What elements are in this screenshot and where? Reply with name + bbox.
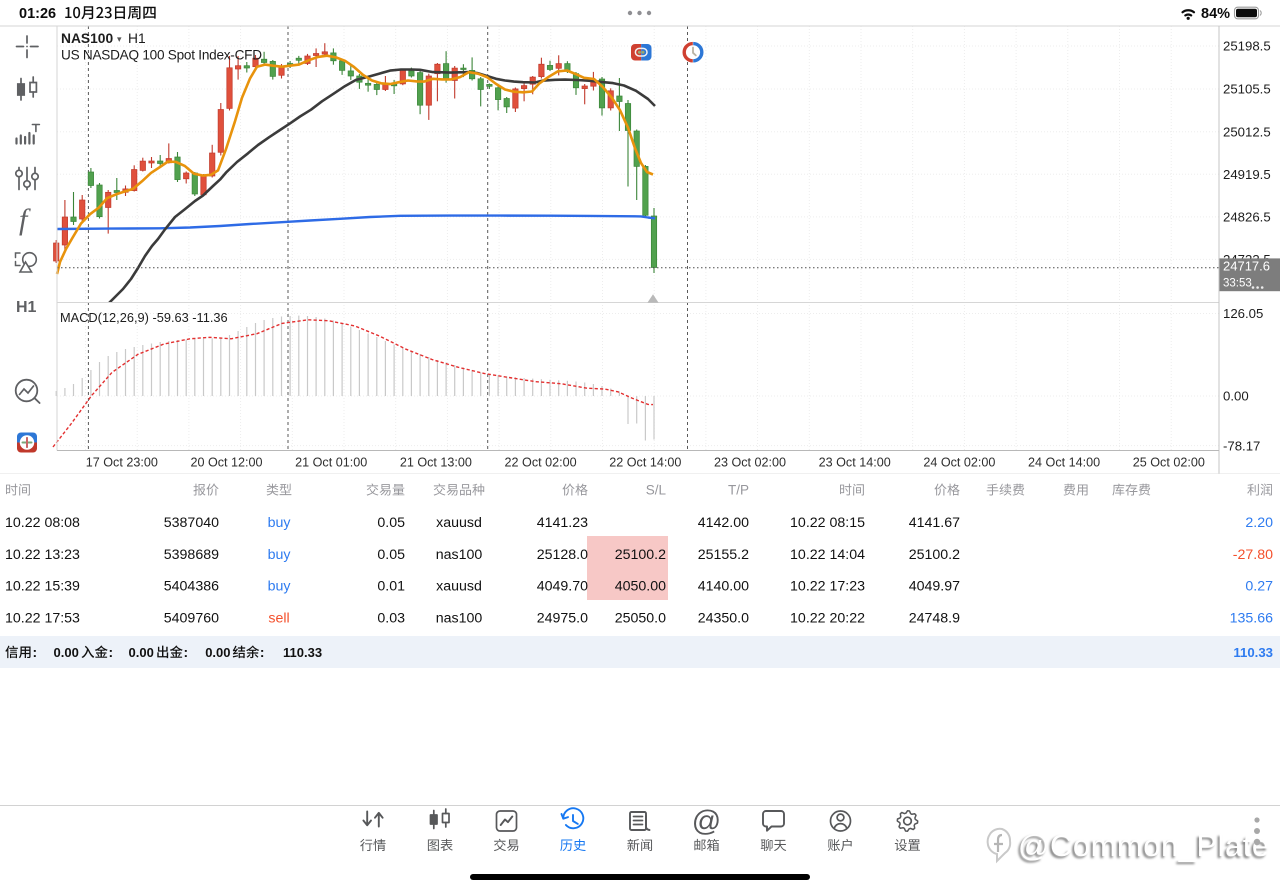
svg-text:0.00: 0.00 <box>129 645 154 660</box>
svg-text:0.00: 0.00 <box>1223 389 1249 404</box>
svg-text:H1: H1 <box>16 299 37 316</box>
svg-text::: : <box>260 645 265 660</box>
svg-text:0.00: 0.00 <box>54 645 79 660</box>
svg-text:24717.6: 24717.6 <box>1223 259 1270 274</box>
svg-text:0.05: 0.05 <box>377 515 405 531</box>
svg-text:25 Oct 02:00: 25 Oct 02:00 <box>1133 456 1205 470</box>
svg-text:10.22 17:53: 10.22 17:53 <box>5 611 80 627</box>
svg-text:25100.2: 25100.2 <box>615 547 666 563</box>
svg-text:25105.5: 25105.5 <box>1223 82 1271 97</box>
svg-text:@: @ <box>692 806 721 838</box>
svg-text:-27.80: -27.80 <box>1233 547 1273 563</box>
svg-text:24826.5: 24826.5 <box>1223 210 1271 225</box>
svg-text:10.22 17:23: 10.22 17:23 <box>790 579 865 595</box>
svg-text:110.33: 110.33 <box>283 645 322 660</box>
svg-text:21 Oct 13:00: 21 Oct 13:00 <box>400 456 472 470</box>
svg-text:xauusd: xauusd <box>436 515 482 531</box>
svg-text:25155.2: 25155.2 <box>698 547 749 563</box>
svg-text:23 Oct 14:00: 23 Oct 14:00 <box>819 456 891 470</box>
svg-text:10.22 20:22: 10.22 20:22 <box>790 611 865 627</box>
svg-text:01:26: 01:26 <box>19 6 56 22</box>
svg-text:5409760: 5409760 <box>164 611 219 627</box>
svg-text:33:53: 33:53 <box>1223 278 1252 290</box>
svg-text:24 Oct 14:00: 24 Oct 14:00 <box>1028 456 1100 470</box>
svg-text:xauusd: xauusd <box>436 579 482 595</box>
svg-text:10.22 08:15: 10.22 08:15 <box>790 515 865 531</box>
svg-text:T/P: T/P <box>728 483 749 498</box>
svg-text:4049.70: 4049.70 <box>537 579 588 595</box>
svg-text:17 Oct 23:00: 17 Oct 23:00 <box>86 456 158 470</box>
svg-text:24748.9: 24748.9 <box>909 611 960 627</box>
svg-text:10.22 13:23: 10.22 13:23 <box>5 547 80 563</box>
svg-text:25012.5: 25012.5 <box>1223 125 1271 140</box>
svg-text:0.27: 0.27 <box>1245 579 1273 595</box>
svg-text::: : <box>184 645 189 660</box>
svg-text::: : <box>33 645 38 660</box>
svg-text:84%: 84% <box>1201 6 1230 22</box>
svg-text:5404386: 5404386 <box>164 579 219 595</box>
svg-text:10.22 08:08: 10.22 08:08 <box>5 515 80 531</box>
svg-text:-78.17: -78.17 <box>1223 438 1260 453</box>
svg-text:4141.23: 4141.23 <box>537 515 588 531</box>
svg-text:22 Oct 02:00: 22 Oct 02:00 <box>505 456 577 470</box>
svg-text:S/L: S/L <box>646 483 667 498</box>
svg-text:4050.00: 4050.00 <box>615 579 666 595</box>
svg-text:25050.0: 25050.0 <box>615 611 666 627</box>
svg-text:24 Oct 02:00: 24 Oct 02:00 <box>923 456 995 470</box>
svg-text:MACD(12,26,9) -59.63 -11.36: MACD(12,26,9) -59.63 -11.36 <box>60 310 228 325</box>
svg-text:NAS100: NAS100 <box>61 31 113 46</box>
svg-text:24975.0: 24975.0 <box>537 611 588 627</box>
svg-text:135.66: 135.66 <box>1230 611 1274 627</box>
svg-text:4140.00: 4140.00 <box>698 579 749 595</box>
svg-text:0.05: 0.05 <box>377 547 405 563</box>
svg-text:▾: ▾ <box>117 34 122 44</box>
svg-text:5398689: 5398689 <box>164 547 219 563</box>
svg-text:0.01: 0.01 <box>377 579 405 595</box>
svg-text:buy: buy <box>268 547 292 563</box>
svg-text:20 Oct 12:00: 20 Oct 12:00 <box>190 456 262 470</box>
svg-text:25128.0: 25128.0 <box>537 547 588 563</box>
svg-text:4142.00: 4142.00 <box>698 515 749 531</box>
svg-text:25198.5: 25198.5 <box>1223 39 1271 54</box>
svg-text:nas100: nas100 <box>436 611 483 627</box>
svg-text:110.33: 110.33 <box>1233 645 1273 660</box>
svg-text:24919.5: 24919.5 <box>1223 167 1271 182</box>
svg-text:24350.0: 24350.0 <box>698 611 749 627</box>
svg-text:nas100: nas100 <box>436 547 483 563</box>
svg-text:10.22 14:04: 10.22 14:04 <box>790 547 865 563</box>
svg-text:21 Oct 01:00: 21 Oct 01:00 <box>295 456 367 470</box>
svg-text:0.00: 0.00 <box>205 645 230 660</box>
svg-text:4049.97: 4049.97 <box>909 579 960 595</box>
svg-text:buy: buy <box>268 579 292 595</box>
svg-text:23 Oct 02:00: 23 Oct 02:00 <box>714 456 786 470</box>
svg-text:f: f <box>19 203 31 236</box>
svg-text:126.05: 126.05 <box>1223 306 1263 321</box>
svg-text:2.20: 2.20 <box>1245 515 1273 531</box>
svg-text:22 Oct 14:00: 22 Oct 14:00 <box>609 456 681 470</box>
svg-text::: : <box>109 645 114 660</box>
svg-text:5387040: 5387040 <box>164 515 219 531</box>
svg-text:US NASDAQ 100 Spot Index-CFD: US NASDAQ 100 Spot Index-CFD <box>61 48 262 63</box>
svg-text:10.22 15:39: 10.22 15:39 <box>5 579 80 595</box>
svg-text:sell: sell <box>268 611 289 627</box>
svg-text:25100.2: 25100.2 <box>909 547 960 563</box>
svg-text:H1: H1 <box>128 31 146 46</box>
svg-text:4141.67: 4141.67 <box>909 515 960 531</box>
svg-text:0.03: 0.03 <box>377 611 405 627</box>
svg-text:buy: buy <box>268 515 292 531</box>
